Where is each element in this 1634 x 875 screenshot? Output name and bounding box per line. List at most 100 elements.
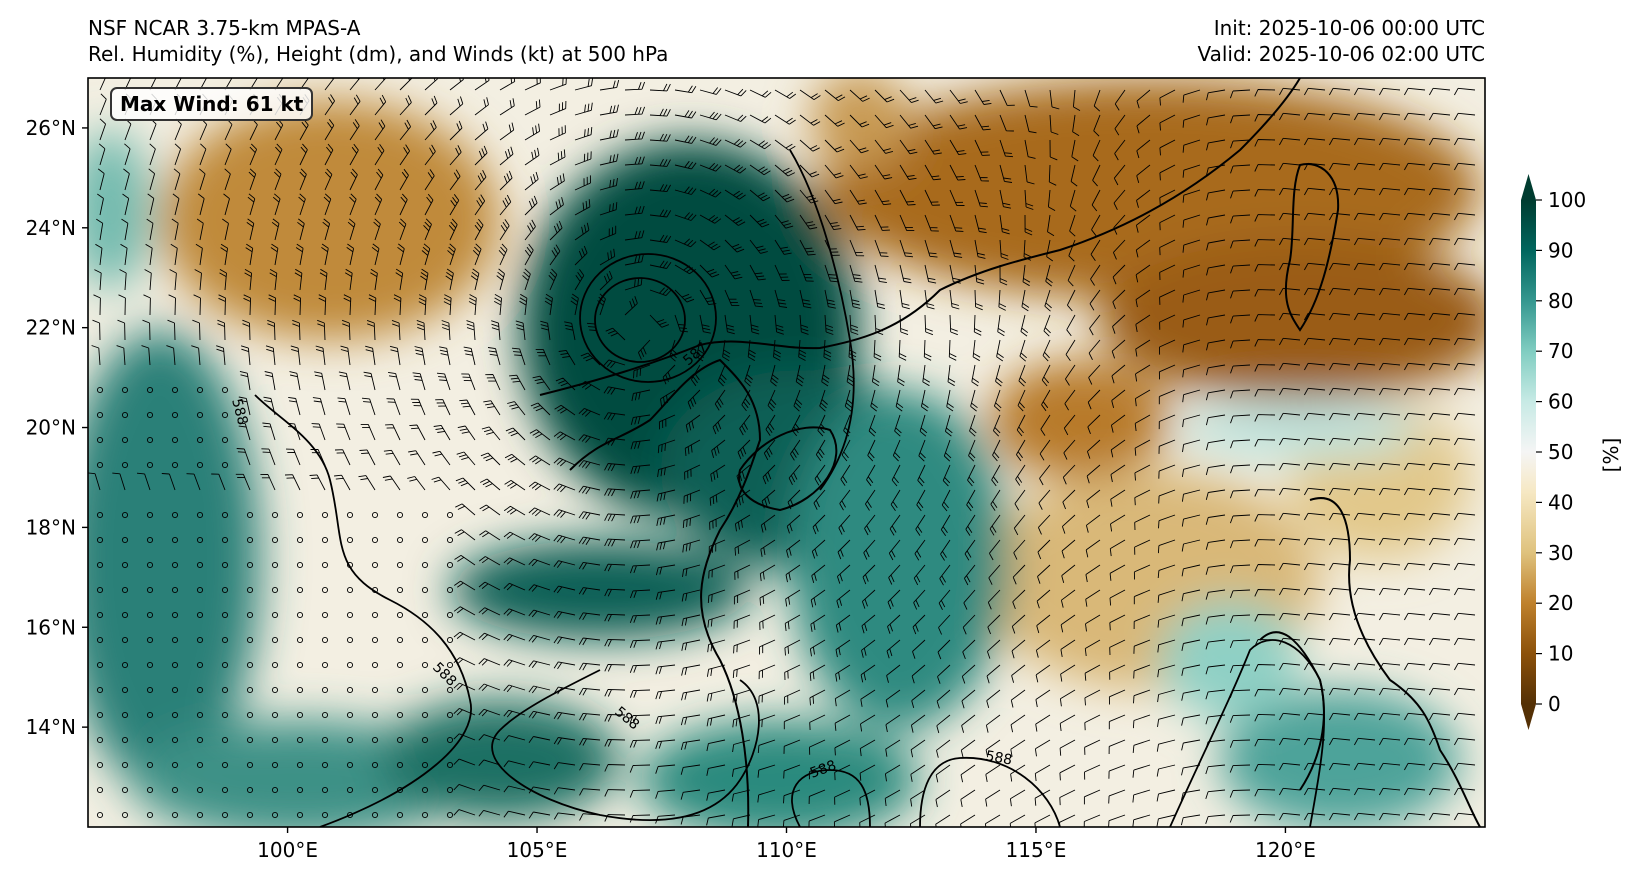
wind-barb xyxy=(1111,339,1126,359)
wind-calm-marker xyxy=(346,786,354,794)
wind-barb xyxy=(935,764,951,783)
wind-barb xyxy=(1133,564,1151,580)
wind-barb xyxy=(148,168,156,191)
wind-barb xyxy=(1354,412,1376,421)
wind-barb xyxy=(706,814,726,826)
wind-barb xyxy=(418,294,427,316)
wind-barb xyxy=(1230,289,1251,299)
wind-calm-marker xyxy=(146,511,154,519)
wind-calm-marker xyxy=(171,636,179,644)
wind-barb xyxy=(656,514,676,526)
wind-barb xyxy=(363,371,376,391)
wind-barb xyxy=(898,339,907,361)
wind-calm-marker xyxy=(421,536,429,544)
wind-barb xyxy=(915,514,926,536)
wind-barb xyxy=(1134,414,1151,432)
wind-barb xyxy=(833,814,851,827)
wind-barb xyxy=(1454,212,1476,221)
wind-barb xyxy=(1404,637,1426,646)
wind-barb xyxy=(873,339,882,361)
wind-barb xyxy=(1065,339,1076,361)
wind-barb xyxy=(674,110,697,119)
wind-barb xyxy=(341,319,351,341)
wind-barb xyxy=(817,414,827,437)
wind-calm-marker xyxy=(296,661,304,669)
wind-calm-marker xyxy=(246,811,254,819)
wind-barb xyxy=(524,123,541,141)
wind-barb xyxy=(1454,487,1476,496)
wind-barb xyxy=(1085,539,1101,558)
wind-barb xyxy=(813,489,826,510)
wind-barb xyxy=(393,294,402,316)
wind-barb xyxy=(683,489,701,504)
wind-barb xyxy=(1254,364,1276,372)
wind-barb xyxy=(94,269,102,291)
wind-calm-marker xyxy=(271,711,279,719)
wind-calm-marker xyxy=(446,711,454,719)
wind-barb xyxy=(924,164,941,181)
wind-barb xyxy=(223,193,230,216)
wind-barb xyxy=(1379,312,1401,321)
wind-barb xyxy=(264,371,276,391)
wind-barb xyxy=(687,389,701,410)
wind-barb xyxy=(599,270,613,291)
wind-barb xyxy=(897,364,905,387)
wind-barb xyxy=(443,294,452,316)
wind-barb xyxy=(1254,439,1276,447)
wind-calm-marker xyxy=(221,711,229,719)
wind-barb xyxy=(874,189,892,206)
wind-barb xyxy=(1254,264,1276,272)
wind-barb xyxy=(123,168,130,191)
wind-barb xyxy=(964,539,976,561)
wind-barb xyxy=(1181,564,1201,577)
wind-barb xyxy=(136,472,151,491)
wind-barb xyxy=(706,739,726,752)
wind-barb xyxy=(503,582,526,591)
wind-barb xyxy=(1135,264,1151,283)
wind-barb xyxy=(1016,414,1026,437)
wind-calm-marker xyxy=(421,561,429,569)
wind-barb xyxy=(1304,412,1326,421)
wind-barb xyxy=(887,614,901,634)
wind-calm-marker xyxy=(121,786,129,794)
wind-barb xyxy=(604,563,626,572)
wind-barb xyxy=(1024,164,1035,185)
wind-calm-marker xyxy=(371,686,379,694)
wind-barb xyxy=(1354,87,1376,96)
wind-barb xyxy=(759,614,776,631)
wind-barb xyxy=(895,389,904,412)
wind-barb xyxy=(1084,689,1101,706)
wind-barb xyxy=(1206,164,1226,176)
wind-barb xyxy=(1304,637,1326,646)
wind-barb xyxy=(894,414,902,437)
wind-barb xyxy=(874,164,893,180)
wind-barb xyxy=(1404,512,1426,521)
wind-barb xyxy=(540,320,551,341)
wind-calm-marker xyxy=(146,411,154,419)
wind-barb xyxy=(549,244,561,266)
wind-barb xyxy=(1135,339,1151,357)
wind-barb xyxy=(749,264,766,281)
wind-calm-marker xyxy=(296,636,304,644)
wind-barb xyxy=(969,414,977,437)
wind-calm-marker xyxy=(121,736,129,744)
wind-barb xyxy=(399,78,413,91)
wind-barb xyxy=(788,464,801,486)
wind-barb xyxy=(199,143,207,166)
wind-barb xyxy=(1182,339,1201,353)
wind-barb xyxy=(1069,189,1077,212)
wind-barb xyxy=(1379,637,1401,646)
wind-barb xyxy=(1379,537,1401,546)
wind-calm-marker xyxy=(321,711,329,719)
wind-barb xyxy=(121,218,129,241)
wind-barb xyxy=(974,164,989,182)
wind-calm-marker xyxy=(96,786,104,794)
wind-barb xyxy=(993,389,1002,412)
wind-barb xyxy=(724,214,746,226)
wind-barb xyxy=(1181,739,1201,751)
wind-barb xyxy=(522,268,531,291)
wind-barb xyxy=(191,345,201,366)
wind-barb xyxy=(463,346,476,366)
wind-barb xyxy=(1429,712,1451,721)
wind-barb xyxy=(93,294,101,316)
